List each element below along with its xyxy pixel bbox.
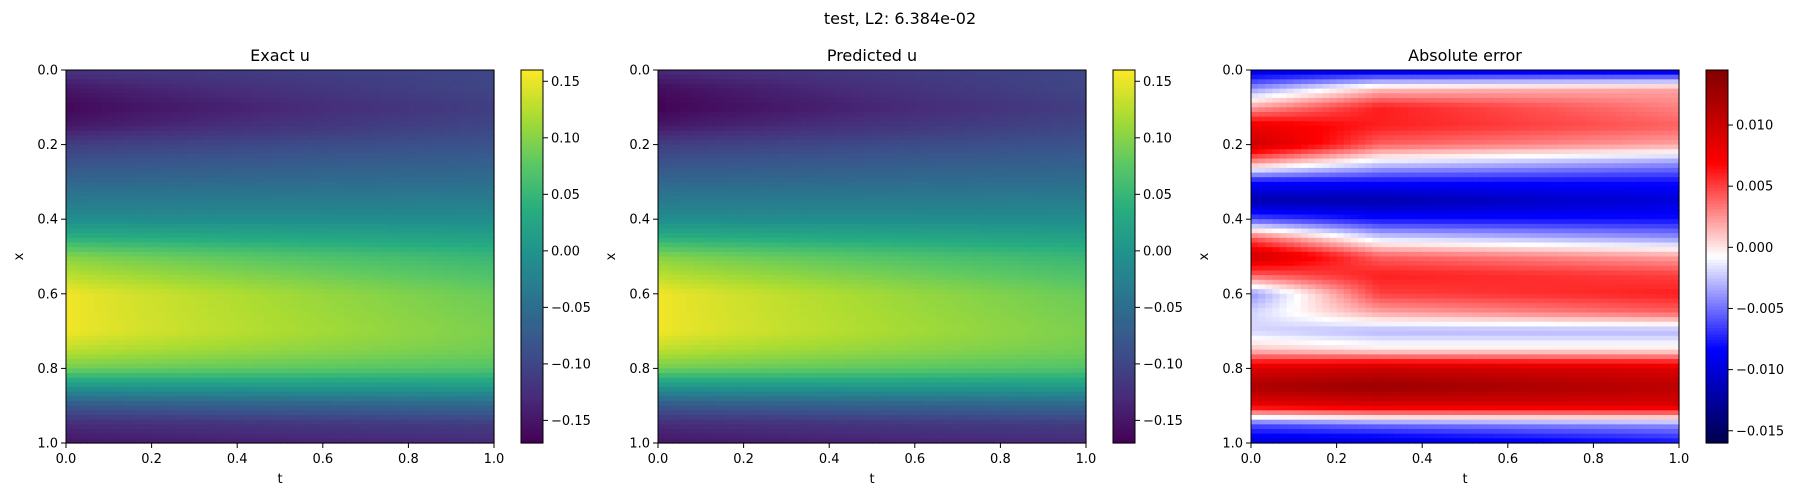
x-axis-label: t bbox=[1462, 472, 1467, 487]
axes-frame bbox=[657, 69, 1087, 444]
panel-title: Exact u bbox=[250, 46, 310, 65]
colorbar bbox=[521, 70, 543, 444]
x-tick-label: 1.0 bbox=[484, 452, 505, 467]
colorbar-tick-label: −0.15 bbox=[1143, 414, 1183, 429]
colorbar-tick-label: −0.10 bbox=[551, 357, 591, 372]
colorbar-tick-label: −0.005 bbox=[1736, 302, 1784, 317]
x-tick-label: 1.0 bbox=[1669, 452, 1690, 467]
panel-3: Absolute error 0.0 0.2 0.4 0.6 0.8 1.0 t 0.0 0.2 0… bbox=[1197, 46, 1784, 487]
axes-frame bbox=[65, 69, 495, 444]
colorbar-tick-label: 0.00 bbox=[551, 244, 580, 259]
colorbar-tick-label: 0.15 bbox=[1143, 75, 1172, 90]
x-tick-label: 0.4 bbox=[227, 452, 248, 467]
x-tick-label: 0.8 bbox=[398, 452, 419, 467]
colorbar-tick-label: 0.00 bbox=[1143, 244, 1172, 259]
y-tick-label: 0.4 bbox=[629, 213, 650, 228]
x-tick-label: 0.0 bbox=[648, 452, 669, 467]
x-tick-label: 0.0 bbox=[1241, 452, 1262, 467]
colorbar-tick-label: 0.000 bbox=[1736, 241, 1773, 256]
colorbar bbox=[1706, 70, 1728, 444]
colorbar-frame bbox=[1112, 69, 1136, 444]
colorbar-tick-label: −0.010 bbox=[1736, 363, 1784, 378]
y-tick-label: 0.6 bbox=[1222, 287, 1243, 302]
y-tick-label: 0.4 bbox=[1222, 213, 1243, 228]
y-tick-label: 0.6 bbox=[37, 287, 58, 302]
y-tick-label: 0.0 bbox=[629, 64, 650, 79]
colorbar-tick-label: −0.15 bbox=[551, 414, 591, 429]
y-tick-label: 0.8 bbox=[629, 362, 650, 377]
x-tick-label: 0.0 bbox=[56, 452, 77, 467]
y-tick-label: 1.0 bbox=[37, 437, 58, 452]
panel-title: Predicted u bbox=[827, 46, 917, 65]
panel-1: Exact u 0.0 0.2 0.4 0.6 0.8 1.0 t 0.0 0.2 0.4 0.6 0.… bbox=[12, 46, 591, 487]
x-tick-label: 0.6 bbox=[1497, 452, 1518, 467]
y-axis-label: x bbox=[1197, 252, 1212, 260]
colorbar-tick-label: 0.10 bbox=[551, 131, 580, 146]
x-axis-label: t bbox=[869, 472, 874, 487]
colorbar-tick-label: 0.010 bbox=[1736, 119, 1773, 134]
x-tick-label: 0.2 bbox=[141, 452, 162, 467]
x-tick-label: 0.8 bbox=[1583, 452, 1604, 467]
colorbar-frame bbox=[1705, 69, 1729, 444]
x-tick-label: 0.4 bbox=[1412, 452, 1433, 467]
x-tick-label: 1.0 bbox=[1076, 452, 1097, 467]
colorbar-tick-label: 0.005 bbox=[1736, 180, 1773, 195]
colorbar-tick-label: −0.10 bbox=[1143, 357, 1183, 372]
x-tick-label: 0.2 bbox=[733, 452, 754, 467]
x-tick-label: 0.4 bbox=[819, 452, 840, 467]
heatmap-field bbox=[66, 70, 495, 444]
colorbar-tick-label: 0.05 bbox=[551, 188, 580, 203]
x-axis-label: t bbox=[277, 472, 282, 487]
colorbar-tick-label: 0.05 bbox=[1143, 188, 1172, 203]
x-tick-label: 0.6 bbox=[312, 452, 333, 467]
panels: Exact u 0.0 0.2 0.4 0.6 0.8 1.0 t 0.0 0.2 0.4 0.6 0.… bbox=[12, 46, 1784, 487]
colorbar-tick-label: −0.015 bbox=[1736, 424, 1784, 439]
y-tick-label: 0.0 bbox=[37, 64, 58, 79]
y-tick-label: 0.2 bbox=[37, 138, 58, 153]
y-tick-label: 0.8 bbox=[1222, 362, 1243, 377]
x-tick-label: 0.6 bbox=[904, 452, 925, 467]
colorbar-tick-label: −0.05 bbox=[1143, 301, 1183, 316]
axes-frame bbox=[1250, 69, 1680, 444]
y-tick-label: 0.4 bbox=[37, 213, 58, 228]
heatmap-field bbox=[1251, 70, 1680, 444]
colorbar-tick-label: 0.10 bbox=[1143, 131, 1172, 146]
x-tick-label: 0.2 bbox=[1326, 452, 1347, 467]
colorbar-frame bbox=[520, 69, 544, 444]
panel-title: Absolute error bbox=[1408, 46, 1522, 65]
y-tick-label: 0.2 bbox=[1222, 138, 1243, 153]
colorbar-tick-label: 0.15 bbox=[551, 75, 580, 90]
colorbar-tick-label: −0.05 bbox=[551, 301, 591, 316]
y-tick-label: 0.8 bbox=[37, 362, 58, 377]
heatmap-field bbox=[658, 70, 1087, 444]
y-tick-label: 1.0 bbox=[629, 437, 650, 452]
y-tick-label: 1.0 bbox=[1222, 437, 1243, 452]
y-tick-label: 0.6 bbox=[629, 287, 650, 302]
y-tick-label: 0.2 bbox=[629, 138, 650, 153]
colorbar bbox=[1113, 70, 1135, 444]
y-axis-label: x bbox=[12, 252, 27, 260]
y-tick-label: 0.0 bbox=[1222, 64, 1243, 79]
panel-2: Predicted u 0.0 0.2 0.4 0.6 0.8 1.0 t 0.0 0.2 0.4 0… bbox=[604, 46, 1183, 487]
x-tick-label: 0.8 bbox=[990, 452, 1011, 467]
figure-suptitle: test, L2: 6.384e-02 bbox=[824, 9, 976, 28]
y-axis-label: x bbox=[604, 252, 619, 260]
